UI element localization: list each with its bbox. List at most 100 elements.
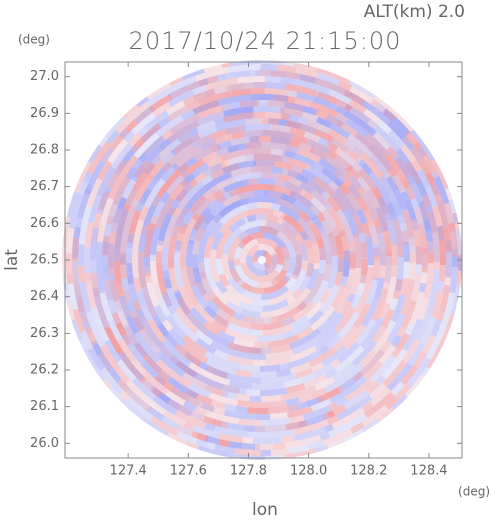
y-tick-label: 26.5 (30, 253, 59, 268)
echo-patch (153, 161, 173, 182)
echo-patch (401, 136, 412, 147)
echo-patch (144, 222, 156, 258)
echo-patch (206, 155, 223, 168)
echo-patch (363, 360, 383, 381)
echo-patch (280, 113, 291, 121)
echo-patch (384, 153, 405, 178)
echo-patch (234, 230, 249, 244)
echo-patch (249, 395, 262, 402)
echo-patch (341, 219, 356, 248)
echo-patch (110, 221, 119, 234)
echo-patch (215, 308, 233, 322)
echo-patch (239, 351, 267, 360)
echo-patch (245, 202, 258, 211)
echo-patch (273, 281, 284, 291)
echo-patch (120, 227, 130, 255)
echo-patch (76, 297, 86, 313)
echo-patch (231, 88, 251, 97)
echo-patch (254, 317, 272, 324)
echo-patch (235, 70, 251, 78)
echo-patch (205, 219, 217, 234)
echo-patch (97, 145, 115, 168)
echo-patch (311, 243, 320, 270)
echo-patch (289, 269, 307, 294)
echo-patch (409, 246, 416, 263)
echo-patch (131, 112, 156, 135)
echo-patch (231, 386, 247, 396)
echo-patch (194, 198, 212, 217)
echo-patch (396, 326, 407, 338)
echo-patch (154, 374, 177, 394)
echo-patch (290, 345, 318, 362)
echo-patch (316, 157, 338, 174)
echo-patch (197, 94, 217, 106)
echo-patch (274, 179, 290, 189)
echo-patch (196, 281, 212, 303)
echo-patch (190, 105, 223, 123)
echo-patch (328, 102, 346, 116)
echo-patch (384, 236, 392, 256)
echo-patch (263, 238, 279, 250)
echo-patch (310, 189, 333, 212)
echo-patch (375, 226, 385, 242)
echo-patch (284, 107, 319, 123)
echo-patch (349, 250, 356, 269)
echo-patch (267, 100, 304, 112)
echo-patch (456, 254, 462, 286)
echo-patch (246, 208, 275, 216)
echo-patch (300, 123, 334, 143)
echo-patch (126, 247, 133, 275)
echo-patch (265, 220, 294, 239)
echo-patch (427, 210, 438, 233)
echo-patch (127, 332, 139, 345)
echo-patch (161, 291, 173, 308)
echo-patch (110, 142, 133, 170)
echo-patch (394, 259, 404, 292)
echo-patch (303, 177, 326, 196)
echo-patch (280, 76, 296, 85)
echo-patch (285, 83, 320, 98)
echo-patch (254, 424, 287, 432)
echo-patch (225, 284, 253, 305)
echo-patch (309, 146, 329, 161)
echo-patch (244, 425, 265, 432)
echo-patch (287, 96, 317, 109)
echo-patch (334, 161, 350, 177)
echo-patch (263, 190, 292, 202)
echo-patch (202, 171, 234, 193)
echo-patch (337, 377, 356, 393)
echo-patch (373, 124, 401, 153)
echo-patch (410, 182, 425, 206)
echo-patch (297, 326, 315, 340)
echo-patch (171, 311, 200, 343)
echo-patch (263, 278, 288, 294)
echo-patch (239, 100, 260, 108)
echo-patch (140, 330, 163, 358)
echo-patch (187, 292, 200, 307)
echo-patch (111, 312, 124, 331)
echo-patch (247, 244, 260, 257)
echo-patch (281, 156, 311, 171)
echo-patch (262, 299, 290, 312)
echo-patch (182, 334, 208, 356)
echo-patch (289, 189, 315, 209)
echo-patch (352, 214, 367, 243)
echo-patch (180, 268, 194, 295)
echo-patch (270, 148, 287, 157)
echo-patch (225, 82, 245, 92)
echo-patch (351, 340, 377, 367)
echo-patch (392, 218, 403, 242)
echo-patch (271, 166, 284, 175)
echo-patch (321, 219, 336, 241)
echo-patch (361, 220, 371, 234)
echo-patch (403, 198, 417, 222)
echo-patch (302, 105, 317, 116)
echo-patch (251, 298, 270, 306)
echo-patch (170, 176, 183, 190)
echo-patch (418, 282, 427, 293)
echo-patch (325, 267, 338, 292)
echo-patch (271, 196, 303, 216)
echo-patch (221, 390, 237, 400)
echo-patch (120, 264, 130, 291)
echo-patch (126, 342, 137, 353)
